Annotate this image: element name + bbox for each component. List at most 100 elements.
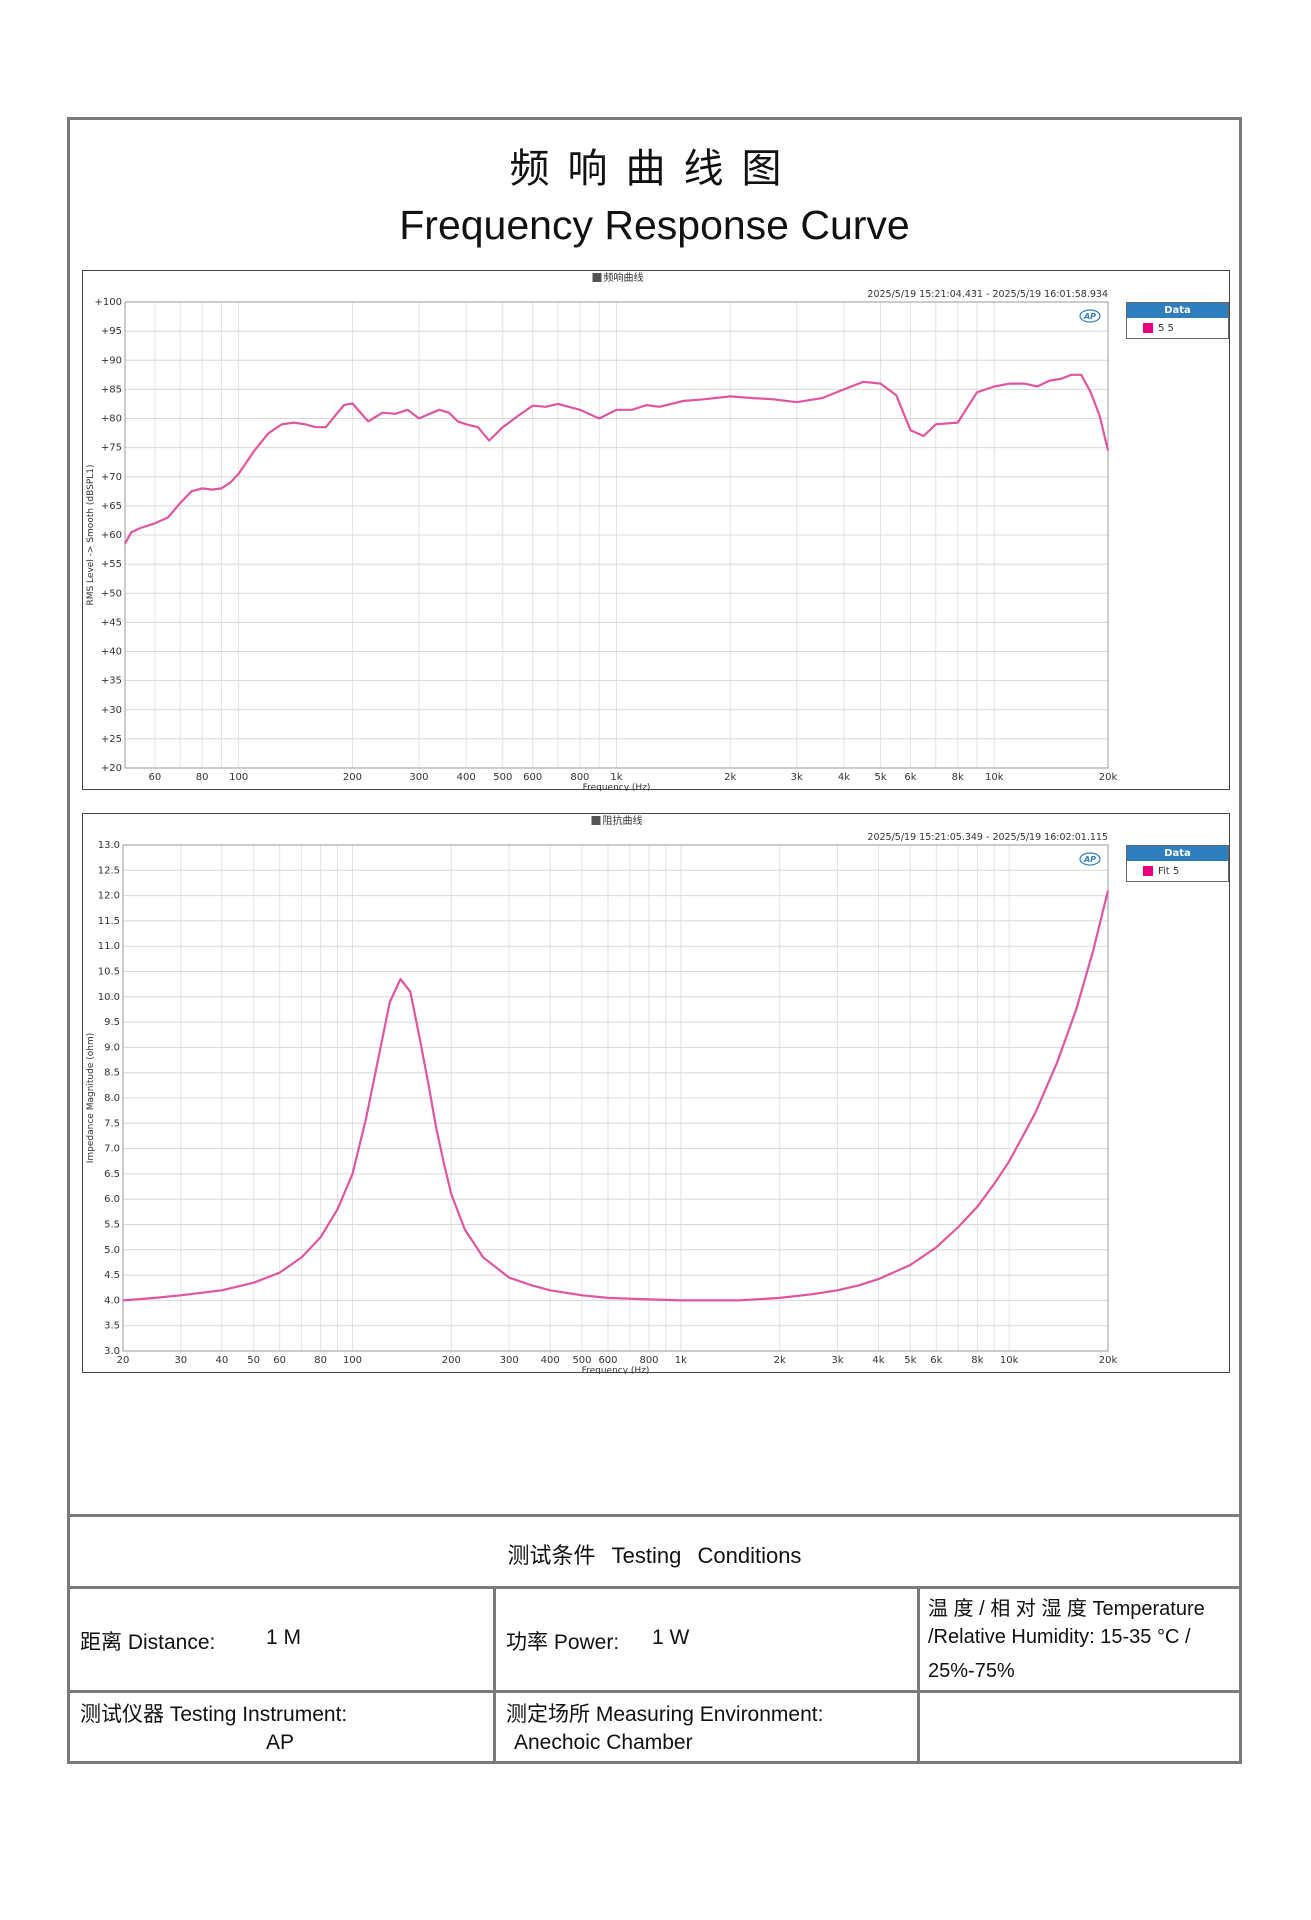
y-tick-label: 8.5 <box>104 1068 120 1079</box>
timestamp-label: 2025/5/19 15:21:05.349 - 2025/5/19 16:02… <box>867 832 1108 843</box>
power-label: 功率 Power: <box>506 1631 620 1654</box>
x-tick-label: 80 <box>196 772 209 783</box>
plot-area-border <box>124 301 1109 769</box>
y-tick-label: +30 <box>101 705 122 716</box>
y-tick-label: +25 <box>101 734 122 745</box>
x-tick-label: 20k <box>1099 772 1118 783</box>
x-tick-label: 60 <box>149 772 162 783</box>
imp-legend-title: Data <box>1127 846 1228 861</box>
timestamp-label: 2025/5/19 15:21:04.431 - 2025/5/19 16:01… <box>867 289 1108 300</box>
frequency-response-panel: +20 +25 +30 +35 +40 +45 +50 +55 +60 +65 +70 +75 +80 +… <box>82 270 1230 791</box>
x-tick-label: 600 <box>598 1355 617 1366</box>
panel-title: 阻抗曲线 <box>603 814 643 827</box>
environment-label: 测定场所 Measuring Environment: <box>506 1703 824 1726</box>
impedance-chart: 3.0 3.5 4.0 4.5 5.0 5.5 6.0 6.5 7.0 7.5 8.0 8.5 9.0 9… <box>86 814 1118 1374</box>
panel-title-icon <box>592 273 602 282</box>
y-tick-label: 7.0 <box>104 1144 120 1155</box>
divider-conditions-row <box>70 1690 1239 1693</box>
temperature-line-2: /Relative Humidity: 15-35 °C / <box>928 1626 1191 1648</box>
x-tick-label: 600 <box>523 772 542 783</box>
x-tick-label: 50 <box>247 1355 260 1366</box>
instrument-value: AP <box>266 1731 295 1754</box>
x-tick-label: 2k <box>724 772 736 783</box>
x-tick-label: 20 <box>117 1355 130 1366</box>
y-tick-label: +90 <box>101 355 122 366</box>
x-tick-label: 6k <box>904 772 916 783</box>
y-tick-label: 9.0 <box>104 1042 120 1053</box>
x-tick-label: 500 <box>493 772 512 783</box>
series-line <box>122 890 1110 1302</box>
y-tick-label: +35 <box>101 676 122 687</box>
y-tick-label: +70 <box>101 472 122 483</box>
imp-legend-swatch <box>1143 866 1153 876</box>
x-tick-label: 10k <box>985 772 1004 783</box>
imp-legend-entry: Fit 5 <box>1127 861 1228 881</box>
y-tick-label: 13.0 <box>98 840 120 851</box>
panel-title: 频响曲线 <box>604 271 644 284</box>
x-tick-label: 400 <box>541 1355 560 1366</box>
y-tick-label: 11.5 <box>98 916 120 927</box>
y-tick-label: +60 <box>101 530 122 541</box>
y-tick-label: +45 <box>101 617 122 628</box>
power-value: 1 W <box>652 1626 690 1649</box>
x-tick-label: 4k <box>872 1355 884 1366</box>
fr-legend-title: Data <box>1127 303 1228 318</box>
x-tick-label: 400 <box>457 772 476 783</box>
x-axis-label: Frequency (Hz) <box>582 1366 650 1374</box>
y-tick-label: +85 <box>101 384 122 395</box>
y-tick-label: +80 <box>101 414 122 425</box>
ap-logo-icon <box>1079 852 1101 866</box>
x-tick-label: 300 <box>500 1355 519 1366</box>
x-tick-label: 40 <box>215 1355 228 1366</box>
x-tick-label: 60 <box>273 1355 286 1366</box>
x-tick-label: 1k <box>610 772 622 783</box>
y-tick-label: +20 <box>101 763 122 774</box>
title-chinese: 频响曲线图 <box>509 146 800 192</box>
fr-legend-swatch <box>1143 323 1153 333</box>
x-tick-label: 2k <box>774 1355 786 1366</box>
y-axis-label: Impedance Magnitude (ohm) <box>86 1033 96 1164</box>
imp-legend: Data Fit 5 <box>1126 845 1229 882</box>
y-tick-label: 10.0 <box>98 992 120 1003</box>
panel-title-icon <box>591 816 601 825</box>
plot-area-border <box>122 844 1109 1352</box>
temperature-line-1: 温 度 / 相 对 湿 度 Temperature <box>928 1598 1205 1620</box>
y-tick-label: 7.5 <box>104 1118 120 1129</box>
y-tick-label: 10.5 <box>98 967 120 978</box>
distance-label: 距离 Distance: <box>80 1631 216 1654</box>
x-tick-label: 300 <box>409 772 428 783</box>
y-tick-label: 12.5 <box>98 865 120 876</box>
instrument-label: 测试仪器 Testing Instrument: <box>80 1703 348 1726</box>
fr-legend-label: 5 5 <box>1158 322 1174 334</box>
environment-value: Anechoic Chamber <box>514 1731 693 1754</box>
x-tick-label: 30 <box>174 1355 187 1366</box>
ap-logo-icon <box>1079 309 1101 323</box>
y-tick-label: 5.0 <box>104 1245 120 1256</box>
y-tick-label: 12.0 <box>98 891 120 902</box>
x-tick-label: 6k <box>930 1355 942 1366</box>
x-tick-label: 200 <box>442 1355 461 1366</box>
x-tick-label: 4k <box>838 772 850 783</box>
x-tick-label: 3k <box>831 1355 843 1366</box>
x-tick-label: 800 <box>570 772 589 783</box>
x-tick-label: 5k <box>874 772 886 783</box>
conditions-title: 测试条件 Testing Conditions <box>507 1543 802 1568</box>
y-tick-label: +95 <box>101 326 122 337</box>
y-tick-label: 6.0 <box>104 1194 120 1205</box>
impedance-panel: 3.0 3.5 4.0 4.5 5.0 5.5 6.0 6.5 7.0 7.5 8.0 8.5 9.0 9… <box>82 813 1230 1374</box>
x-tick-label: 5k <box>904 1355 916 1366</box>
x-tick-label: 800 <box>639 1355 658 1366</box>
y-tick-label: 5.5 <box>104 1220 120 1231</box>
x-tick-label: 20k <box>1099 1355 1118 1366</box>
divider-col-1 <box>493 1586 496 1764</box>
report-sheet: 频响曲线图 Frequency Response Curve +20 +25 +30… <box>67 117 1242 1764</box>
y-tick-label: 6.5 <box>104 1169 120 1180</box>
y-tick-label: +65 <box>101 501 122 512</box>
y-tick-label: 4.5 <box>104 1270 120 1281</box>
ap-logo-text: AP <box>1083 312 1096 321</box>
x-tick-label: 100 <box>343 1355 362 1366</box>
x-axis-label: Frequency (Hz) <box>583 783 651 791</box>
fr-legend: Data 5 5 <box>1126 302 1229 339</box>
x-tick-label: 3k <box>791 772 803 783</box>
divider-conditions-top <box>70 1514 1239 1517</box>
